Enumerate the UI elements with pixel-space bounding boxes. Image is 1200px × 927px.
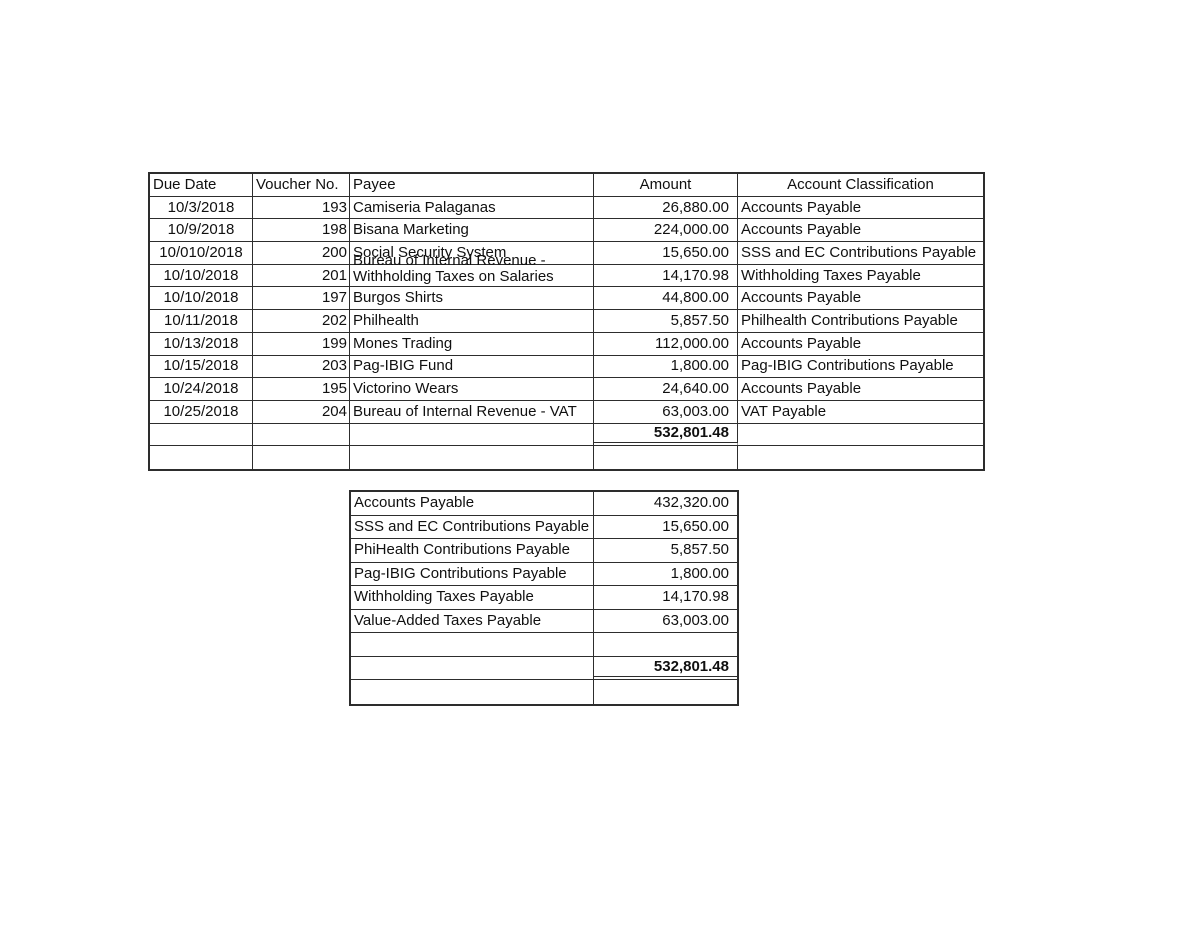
cell-payee: Pag-IBIG Fund <box>350 355 594 379</box>
cell-empty <box>738 424 983 447</box>
cell-voucher-no: 195 <box>253 378 350 401</box>
header-classification: Account Classification <box>738 174 983 197</box>
cell-empty <box>350 423 594 447</box>
cell-payee: Philhealth <box>350 310 594 333</box>
cell-payee: Camiseria Palaganas <box>350 196 594 220</box>
summary-label: PhiHealth Contributions Payable <box>351 539 594 563</box>
cell-voucher-no: 193 <box>253 196 350 220</box>
cell-due-date: 10/11/2018 <box>150 310 253 333</box>
cell-amount: 44,800.00 <box>594 287 738 311</box>
cell-classification: Philhealth Contributions Payable <box>738 310 983 333</box>
cell-empty <box>253 423 350 447</box>
summary-amount: 432,320.00 <box>594 492 737 516</box>
header-voucher-no: Voucher No. <box>253 174 350 197</box>
cell-classification: Pag-IBIG Contributions Payable <box>738 356 983 379</box>
payee-line-1: Bureau of Internal Revenue - <box>353 252 546 270</box>
cell-amount: 26,880.00 <box>594 196 738 220</box>
summary-amount: 15,650.00 <box>594 516 737 540</box>
summary-amount: 1,800.00 <box>594 563 737 587</box>
voucher-total-amount: 532,801.48 <box>594 423 738 447</box>
cell-payee: Bureau of Internal Revenue - VAT <box>350 400 594 424</box>
summary-amount: 5,857.50 <box>594 539 737 563</box>
cell-due-date: 10/15/2018 <box>150 355 253 379</box>
cell-classification: Withholding Taxes Payable <box>738 265 983 288</box>
header-payee: Payee <box>350 174 594 197</box>
cell-classification: SSS and EC Contributions Payable <box>738 242 983 265</box>
cell-empty <box>594 680 737 704</box>
cell-payee: Bisana Marketing <box>350 219 594 243</box>
cell-voucher-no: 202 <box>253 310 350 333</box>
cell-empty <box>351 656 594 681</box>
cell-classification: Accounts Payable <box>738 333 983 356</box>
cell-due-date: 10/10/2018 <box>150 264 253 288</box>
summary-amount: 63,003.00 <box>594 610 737 634</box>
cell-voucher-no: 199 <box>253 332 350 356</box>
cell-voucher-no: 198 <box>253 219 350 243</box>
cell-amount: 14,170.98 <box>594 264 738 288</box>
cell-empty <box>253 446 350 469</box>
cell-amount: 224,000.00 <box>594 219 738 243</box>
cell-empty <box>351 633 594 657</box>
cell-payee: Mones Trading <box>350 332 594 356</box>
cell-empty <box>738 446 983 469</box>
cell-amount: 15,650.00 <box>594 242 738 265</box>
cell-classification: Accounts Payable <box>738 197 983 220</box>
cell-payee: Bureau of Internal Revenue - Withholding… <box>350 253 594 288</box>
summary-total-amount: 532,801.48 <box>594 657 737 681</box>
cell-classification: Accounts Payable <box>738 219 983 243</box>
cell-due-date: 10/010/2018 <box>150 242 253 265</box>
cell-empty <box>351 680 594 704</box>
cell-due-date: 10/10/2018 <box>150 287 253 311</box>
cell-payee: Victorino Wears <box>350 378 594 401</box>
cell-due-date: 10/9/2018 <box>150 219 253 243</box>
summary-label: Accounts Payable <box>351 492 594 516</box>
cell-due-date: 10/13/2018 <box>150 332 253 356</box>
payee-line-2: Withholding Taxes on Salaries <box>353 267 554 285</box>
cell-payee: Social Security System <box>350 242 594 265</box>
cell-voucher-no: 201 <box>253 264 350 288</box>
summary-label: Pag-IBIG Contributions Payable <box>351 562 594 587</box>
summary-label: Value-Added Taxes Payable <box>351 609 594 634</box>
payee-wrapped-text: Bureau of Internal Revenue - Withholding… <box>353 253 554 284</box>
cell-classification: VAT Payable <box>738 401 983 424</box>
cell-due-date: 10/24/2018 <box>150 378 253 401</box>
cell-empty <box>594 633 737 657</box>
cell-amount: 24,640.00 <box>594 378 738 401</box>
cell-empty <box>150 423 253 447</box>
cell-payee: Burgos Shirts <box>350 287 594 311</box>
header-amount: Amount <box>594 174 738 197</box>
summary-label: Withholding Taxes Payable <box>351 586 594 610</box>
summary-amount: 14,170.98 <box>594 586 737 610</box>
cell-voucher-no: 200 <box>253 242 350 265</box>
cell-classification: Accounts Payable <box>738 287 983 311</box>
voucher-table: Due Date Voucher No. Payee Amount Accoun… <box>148 172 985 471</box>
cell-due-date: 10/3/2018 <box>150 196 253 220</box>
cell-due-date: 10/25/2018 <box>150 400 253 424</box>
cell-amount: 1,800.00 <box>594 355 738 379</box>
cell-empty <box>350 446 594 469</box>
cell-empty <box>594 446 738 469</box>
cell-voucher-no: 197 <box>253 287 350 311</box>
cell-amount: 63,003.00 <box>594 400 738 424</box>
header-due-date: Due Date <box>150 174 253 197</box>
cell-classification: Accounts Payable <box>738 378 983 401</box>
cell-amount: 112,000.00 <box>594 332 738 356</box>
cell-amount: 5,857.50 <box>594 310 738 333</box>
summary-table: Accounts Payable 432,320.00 SSS and EC C… <box>349 490 739 706</box>
cell-empty <box>150 446 253 469</box>
summary-label: SSS and EC Contributions Payable <box>351 515 594 540</box>
cell-voucher-no: 203 <box>253 355 350 379</box>
cell-voucher-no: 204 <box>253 400 350 424</box>
